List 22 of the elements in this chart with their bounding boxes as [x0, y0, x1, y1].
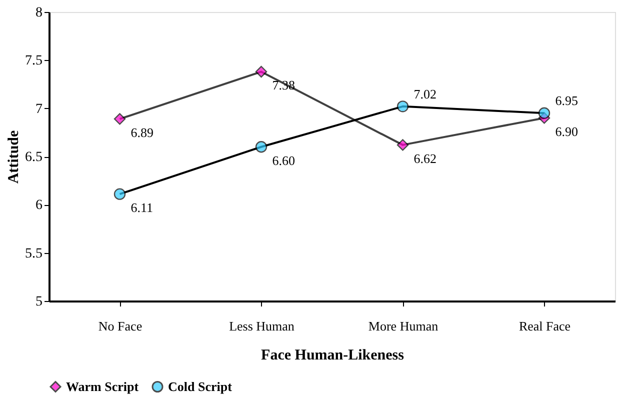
data-label: 7.02 [414, 86, 436, 102]
y-tick-label: 5.5 [25, 246, 42, 262]
legend-label: Cold Script [168, 378, 233, 394]
data-label: 6.62 [414, 150, 436, 166]
x-tick-label: No Face [98, 318, 142, 334]
y-tick-label: 7 [36, 102, 42, 117]
data-label: 6.95 [555, 93, 578, 108]
x-axis-title: Face Human-Likeness [261, 348, 404, 364]
y-tick-label: 8 [36, 6, 42, 20]
legend-label: Warm Script [66, 378, 140, 394]
y-tick-label: 6 [36, 198, 42, 214]
x-tick-label: More Human [368, 318, 439, 334]
x-tick-label: Real Face [518, 318, 571, 334]
data-label: 6.60 [272, 152, 295, 168]
y-axis-title: Attitude [6, 130, 22, 184]
y-tick-label: 7.5 [25, 54, 42, 69]
data-label: 6.89 [130, 124, 154, 140]
data-label: 6.11 [130, 200, 154, 216]
x-tick-label: Less Human [229, 318, 295, 334]
y-tick-label: 5 [36, 294, 42, 310]
y-tick-label: 6.5 [25, 150, 42, 165]
data-label: 6.90 [555, 124, 578, 139]
